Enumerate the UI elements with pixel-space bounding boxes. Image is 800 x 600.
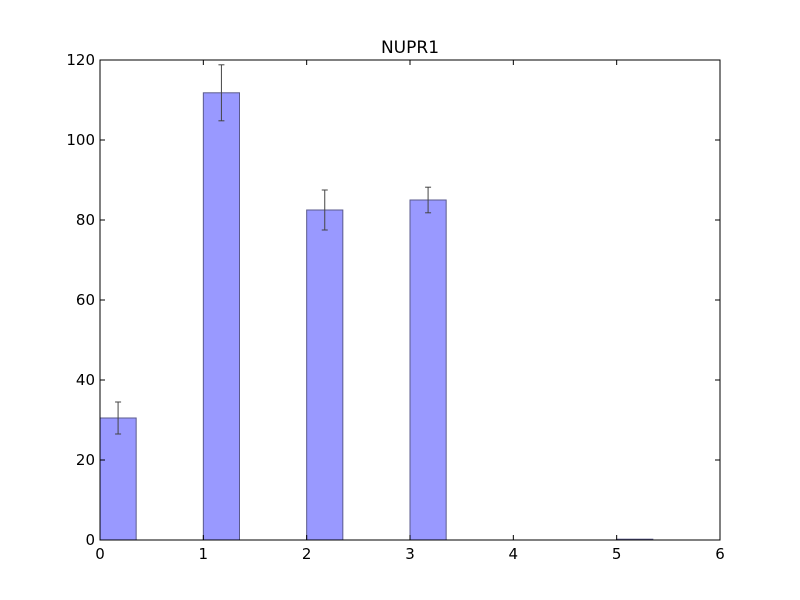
y-tick-label: 20 [76,451,95,469]
errorbar-3 [425,186,432,214]
y-tick-label: 100 [66,131,95,149]
chart-title: NUPR1 [381,38,439,58]
x-tick-label: 0 [95,545,105,563]
bar-0 [99,417,137,541]
x-tick-label: 6 [715,545,725,563]
errorbar-1 [218,64,225,122]
bars-layer [99,92,654,541]
plot-frame [99,59,721,541]
x-tick-label: 3 [405,545,415,563]
errorbar-2 [321,189,328,231]
x-tick-label: 2 [302,545,312,563]
bar-2 [306,209,344,541]
y-tick-label: 80 [76,211,95,229]
errorbars-layer [115,64,432,435]
bar-3 [409,199,447,541]
x-tick-label: 4 [509,545,519,563]
bar-1 [202,92,240,541]
errorbar-0 [115,401,122,435]
x-tick-label: 5 [612,545,622,563]
y-tick-label: 0 [85,531,95,549]
y-tick-label: 60 [76,291,95,309]
y-tick-label: 40 [76,371,95,389]
y-tick-label: 120 [66,51,95,69]
x-tick-label: 1 [199,545,209,563]
